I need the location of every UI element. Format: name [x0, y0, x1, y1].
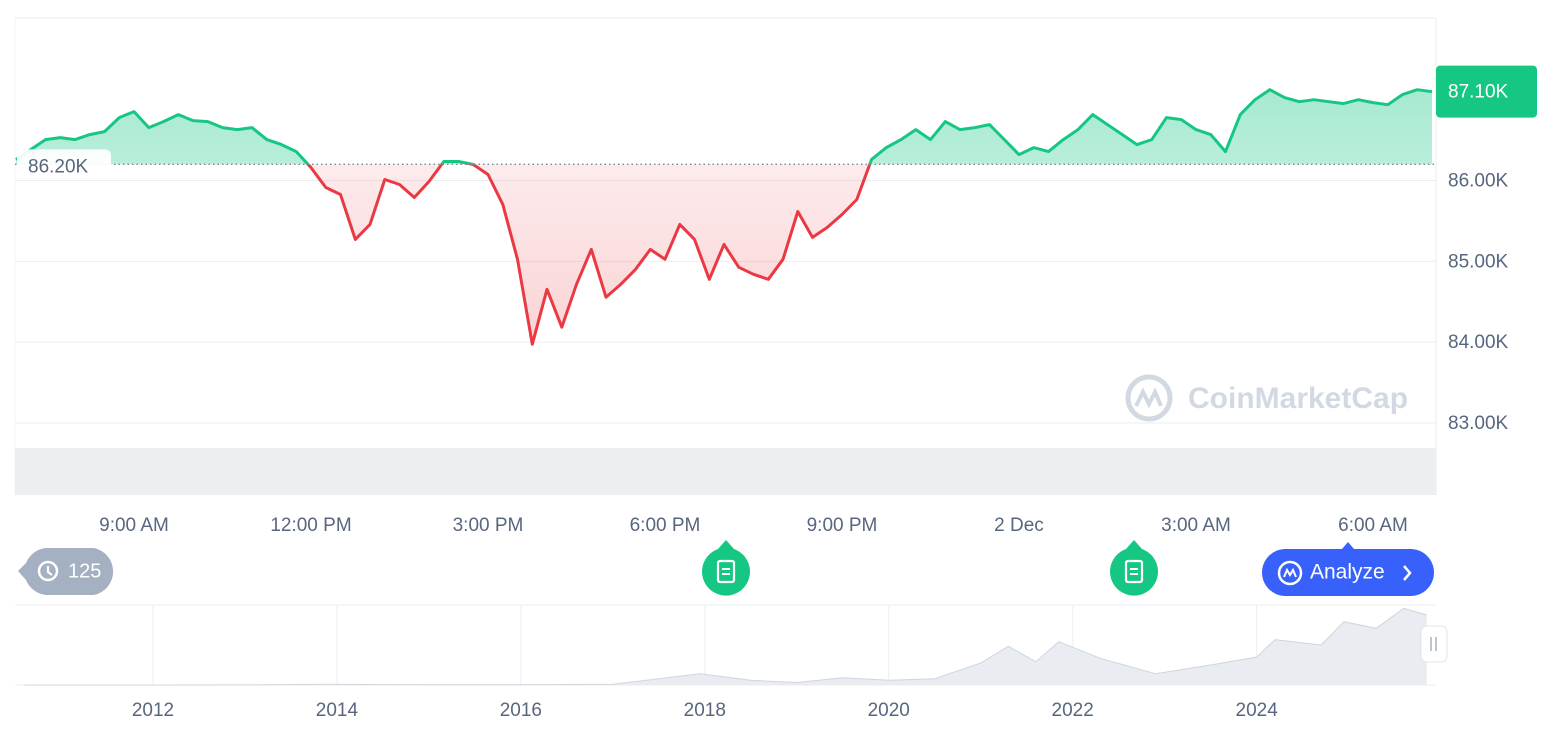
news-icon — [1124, 559, 1144, 584]
news-marker[interactable] — [701, 540, 751, 596]
x-tick-label: 3:00 PM — [453, 515, 524, 536]
analyze-icon — [1277, 560, 1303, 586]
history-count: 125 — [68, 560, 101, 582]
analyze-icon-mark — [1283, 567, 1297, 578]
watermark-logo-mark — [1134, 387, 1163, 409]
navigator-handle[interactable] — [1420, 625, 1448, 663]
watermark: CoinMarketCap — [1125, 374, 1408, 422]
y-tick-label: 83.00K — [1448, 413, 1509, 434]
x-tick-label: 6:00 PM — [630, 515, 701, 536]
navigator-tick-label: 2016 — [500, 700, 542, 721]
volume-backdrop — [15, 448, 1436, 495]
news-marker[interactable] — [1110, 540, 1158, 596]
navigator-tick-label: 2014 — [316, 700, 359, 721]
news-icon — [716, 559, 736, 584]
navigator-tick-label: 2020 — [868, 700, 910, 721]
x-tick-label: 6:00 AM — [1338, 515, 1408, 536]
area-up — [16, 89, 1432, 165]
last-price-label: 87.10K — [1448, 82, 1509, 103]
navigator-tick-label: 2018 — [684, 700, 726, 721]
navigator-tick-label: 2024 — [1236, 700, 1279, 721]
analyze-chevron — [1403, 565, 1412, 581]
baseline-label: 86.20K — [28, 156, 89, 177]
area-down — [16, 164, 1432, 345]
watermark-logo — [1125, 374, 1173, 422]
y-tick-label: 85.00K — [1448, 251, 1509, 272]
baseline-label-bg — [17, 149, 111, 180]
line-up — [15, 88, 1433, 165]
analyze-button[interactable]: Analyze — [1262, 542, 1434, 596]
navigator-handle-grip — [1430, 637, 1437, 651]
news-icon-lines — [1130, 568, 1138, 575]
series — [15, 88, 1433, 346]
x-tick-label: 2 Dec — [994, 515, 1044, 536]
y-tick-label: 86.00K — [1448, 171, 1509, 192]
x-tick-label: 12:00 PM — [270, 515, 351, 536]
navigator-handle-box — [1420, 625, 1448, 663]
watermark-text: CoinMarketCap — [1188, 382, 1408, 415]
toolbar: 125 Analyze — [18, 540, 1434, 596]
news-marker-shape — [701, 540, 751, 596]
last-price-badge — [1436, 65, 1537, 118]
history-icon-hand — [46, 566, 53, 576]
line-down — [305, 164, 872, 346]
navigator-area — [24, 608, 1427, 685]
analyze-label: Analyze — [1310, 561, 1385, 584]
y-tick-label: 84.00K — [1448, 332, 1509, 353]
analyze-button-bg — [1262, 549, 1434, 596]
plot-frame — [14, 17, 1437, 495]
navigator-line — [24, 607, 1427, 686]
history-badge[interactable] — [18, 548, 114, 595]
news-marker-shape — [1110, 540, 1158, 596]
navigator: 2012 2014 2016 2018 2020 2022 2024 — [15, 604, 1436, 721]
navigator-tick-label: 2022 — [1052, 700, 1094, 721]
news-icon-lines — [722, 568, 730, 575]
history-icon — [37, 560, 59, 582]
x-tick-label: 3:00 AM — [1161, 515, 1231, 536]
grid: 83.00K 84.00K 85.00K 86.00K 9:00 AM 12:00 PM 3… — [15, 171, 1509, 536]
x-tick-label: 9:00 PM — [807, 515, 878, 536]
analyze-pointer — [1342, 542, 1354, 549]
navigator-tick-label: 2012 — [132, 700, 174, 721]
overlay: 86.20K 87.10K — [15, 65, 1537, 180]
x-tick-label: 9:00 AM — [99, 515, 169, 536]
